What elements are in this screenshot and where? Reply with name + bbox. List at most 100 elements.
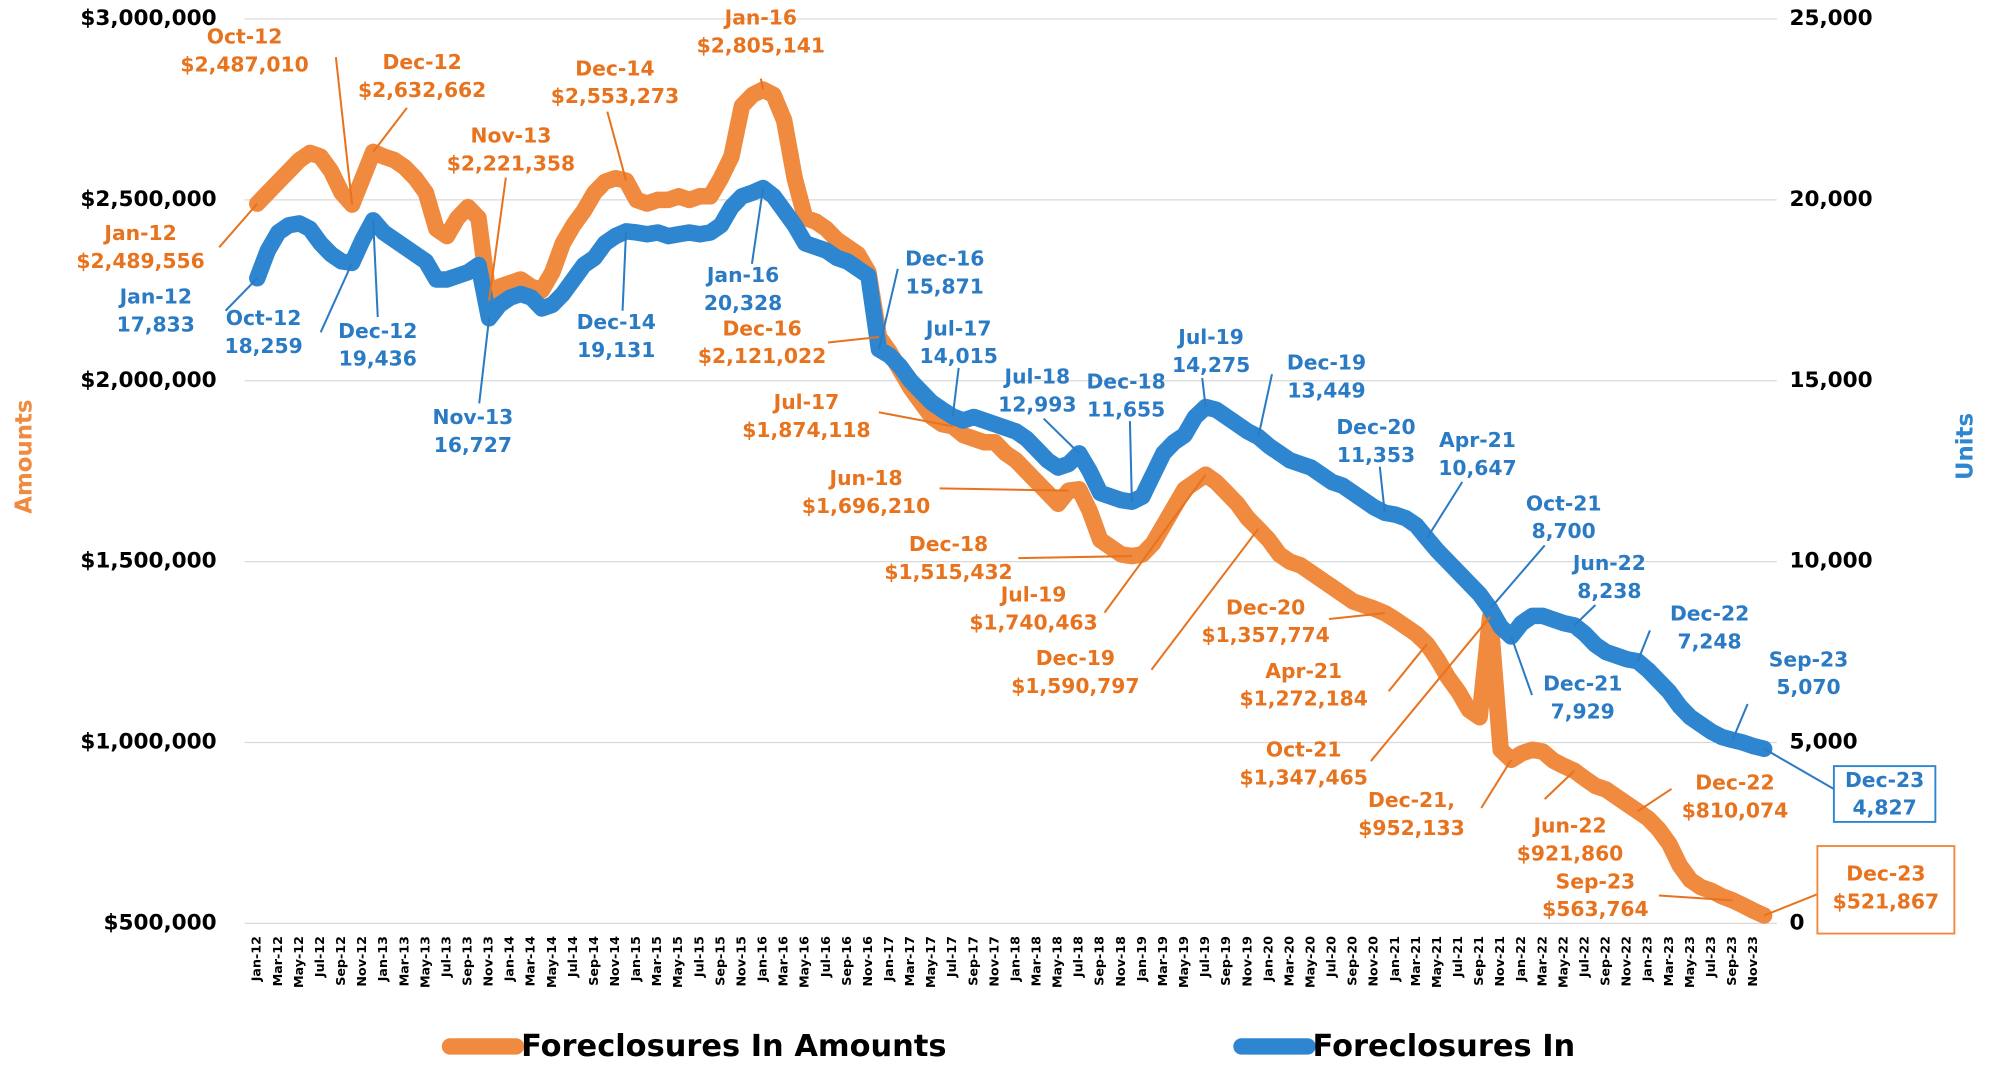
x-tick-label: Nov-15 (733, 936, 748, 986)
leader-line (372, 107, 408, 153)
leader-line (750, 187, 765, 264)
y2-tick-label: 0 (1789, 910, 1804, 935)
label-title: Apr-21 (1439, 428, 1516, 452)
value-label: 19,131 (577, 338, 655, 362)
value-label: 17,833 (117, 312, 195, 336)
x-tick-label: Jul-12 (312, 936, 327, 978)
leader-line (951, 367, 960, 417)
value-label: $1,272,184 (1240, 687, 1368, 711)
x-tick-label: May-22 (1555, 936, 1570, 988)
x-tick-label: Nov-23 (1745, 936, 1760, 986)
label-title: Apr-21 (1265, 659, 1342, 683)
x-tick-label: Nov-18 (1113, 936, 1128, 987)
value-label: $921,860 (1517, 841, 1624, 865)
y-tick-label: $3,000,000 (80, 6, 216, 31)
label-title: Jun-22 (1571, 551, 1646, 575)
x-tick-label: May-15 (670, 936, 685, 988)
leader-line (1543, 770, 1576, 800)
x-tick-label: Jan-17 (881, 936, 896, 982)
x-tick-label: Jul-14 (565, 936, 580, 978)
x-tick-label: Jan-14 (502, 936, 517, 982)
y2-tick-label: 25,000 (1789, 6, 1872, 31)
leader-line (1042, 417, 1080, 455)
value-label: $2,553,273 (551, 84, 679, 108)
label-title: Dec-21 (1543, 671, 1622, 695)
x-tick-label: May-21 (1429, 936, 1444, 988)
label-title: Sep-23 (1556, 869, 1636, 893)
leader-line (1387, 643, 1428, 692)
leader-line (488, 177, 507, 301)
y-tick-label: $2,000,000 (80, 368, 216, 393)
value-label: $2,121,022 (698, 344, 826, 368)
leader-line (1328, 612, 1385, 620)
series-line (249, 179, 1773, 758)
value-label: $1,874,118 (742, 418, 870, 442)
x-tick-label: May-16 (797, 936, 812, 988)
label-title: Jul-18 (1003, 364, 1071, 388)
leader-line (1201, 377, 1207, 408)
value-label: 4,827 (1853, 796, 1917, 820)
y-tick-label: $1,000,000 (80, 730, 216, 755)
x-tick-label: Mar-15 (649, 936, 664, 986)
x-tick-label: Jan-12 (249, 936, 264, 982)
leader-line (224, 277, 258, 312)
label-title: Jul-19 (999, 583, 1067, 607)
x-tick-label: Nov-19 (1239, 936, 1254, 986)
x-tick-label: May-12 (291, 936, 306, 988)
value-label: $2,805,141 (697, 33, 825, 57)
x-tick-label: Nov-17 (986, 936, 1001, 986)
value-label: 11,655 (1087, 397, 1165, 421)
x-tick-label: Sep-16 (839, 936, 854, 986)
label-title: Jan-16 (705, 263, 779, 287)
value-label: $1,696,210 (802, 494, 930, 518)
label-title: Dec-14 (577, 310, 656, 334)
x-tick-label: Nov-20 (1366, 936, 1381, 987)
x-tick-label: Jan-18 (1007, 936, 1022, 982)
value-label: 15,871 (906, 274, 984, 298)
leader-line (218, 203, 259, 249)
x-tick-label: Jan-21 (1387, 936, 1402, 982)
label-title: Dec-12 (383, 50, 462, 74)
leader-line (1489, 544, 1546, 610)
label-title: Jul-19 (1176, 325, 1244, 349)
label-title: Jul-17 (772, 390, 840, 414)
label-title: Dec-22 (1695, 770, 1774, 794)
label-title: Dec-16 (905, 247, 984, 271)
x-tick-label: Jul-17 (944, 936, 959, 978)
y-tick-label: $2,500,000 (80, 187, 216, 212)
label-title: Dec-19 (1036, 646, 1115, 670)
leader-line (319, 262, 354, 333)
y2-axis-title: Units (1952, 413, 1978, 480)
value-label: $1,347,465 (1240, 765, 1368, 789)
leader-line (1573, 604, 1597, 627)
leader-line (1763, 893, 1818, 917)
value-label: 14,275 (1172, 353, 1250, 377)
x-tick-label: Jul-16 (818, 936, 833, 978)
y-axis-title: Amounts (12, 400, 38, 514)
value-label: 18,259 (224, 334, 302, 358)
value-label: $1,357,774 (1201, 623, 1329, 647)
x-tick-label: May-17 (923, 936, 938, 988)
x-tick-label: Nov-21 (1492, 936, 1507, 986)
x-tick-label: Sep-12 (333, 936, 348, 986)
label-title: Sep-23 (1769, 647, 1849, 671)
x-tick-label: Jan-22 (1513, 936, 1528, 982)
value-label: $2,221,358 (447, 151, 575, 175)
label-title: Oct-12 (226, 306, 302, 330)
x-tick-label: Jan-20 (1260, 936, 1275, 982)
label-title: Dec-16 (722, 316, 801, 340)
label-title: Dec-19 (1287, 351, 1366, 375)
x-tick-label: Jan-16 (755, 936, 770, 982)
leader-line (1731, 703, 1749, 741)
leader-line (827, 335, 880, 344)
label-title: Nov-13 (432, 405, 513, 429)
legend-label: Foreclosures In Amounts (521, 1029, 946, 1064)
label-title: Dec-23 (1846, 862, 1925, 886)
label-title: Oct-21 (1266, 737, 1342, 761)
label-title: Jan-12 (102, 221, 176, 245)
x-tick-label: Nov-22 (1619, 936, 1634, 986)
x-tick-label: Jul-22 (1576, 936, 1591, 978)
x-tick-label: Nov-16 (860, 936, 875, 987)
y2-tick-label: 20,000 (1789, 187, 1872, 212)
